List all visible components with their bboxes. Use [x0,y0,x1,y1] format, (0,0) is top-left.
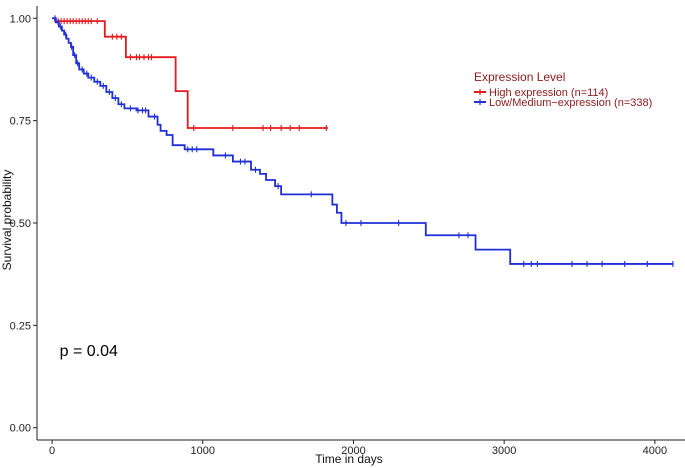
x-axis-ticks: 0 1000 2000 3000 4000 [49,440,667,457]
p-value-annotation: p = 0.04 [60,343,118,360]
x-tick-label: 1000 [191,445,215,457]
series-layer [52,15,674,267]
y-axis-title: Survival probability [0,170,14,271]
series-high-expression [52,17,328,132]
x-tick-label: 2000 [341,445,365,457]
legend-item-high: High expression (n=114) [474,87,608,99]
x-tick-label: 0 [49,445,55,457]
x-tick-label: 4000 [643,445,667,457]
legend-item-low: Low/Medium−expression (n=338) [474,97,652,109]
y-tick-label: 0.00 [10,423,31,435]
legend-title: Expression Level [474,70,565,84]
plot-area: 0.00 0.25 0.50 0.75 1.00 0 1000 2000 3000 4000 [10,6,685,457]
y-axis-ticks: 0.00 0.25 0.50 0.75 1.00 [10,13,37,435]
y-tick-label: 0.50 [10,218,31,230]
x-tick-label: 3000 [492,445,516,457]
y-tick-label: 0.75 [10,116,31,128]
legend-label-low: Low/Medium−expression (n=338) [489,97,652,109]
legend-label-high: High expression (n=114) [489,87,608,99]
y-tick-label: 0.25 [10,320,31,332]
legend: Expression Level High expression (n=114)… [474,70,652,109]
series-low-medium-expression [52,15,674,267]
survival-curve [52,17,328,129]
survival-curve [52,17,673,265]
x-axis-title: Time in days [315,452,383,466]
y-tick-label: 1.00 [10,13,31,25]
